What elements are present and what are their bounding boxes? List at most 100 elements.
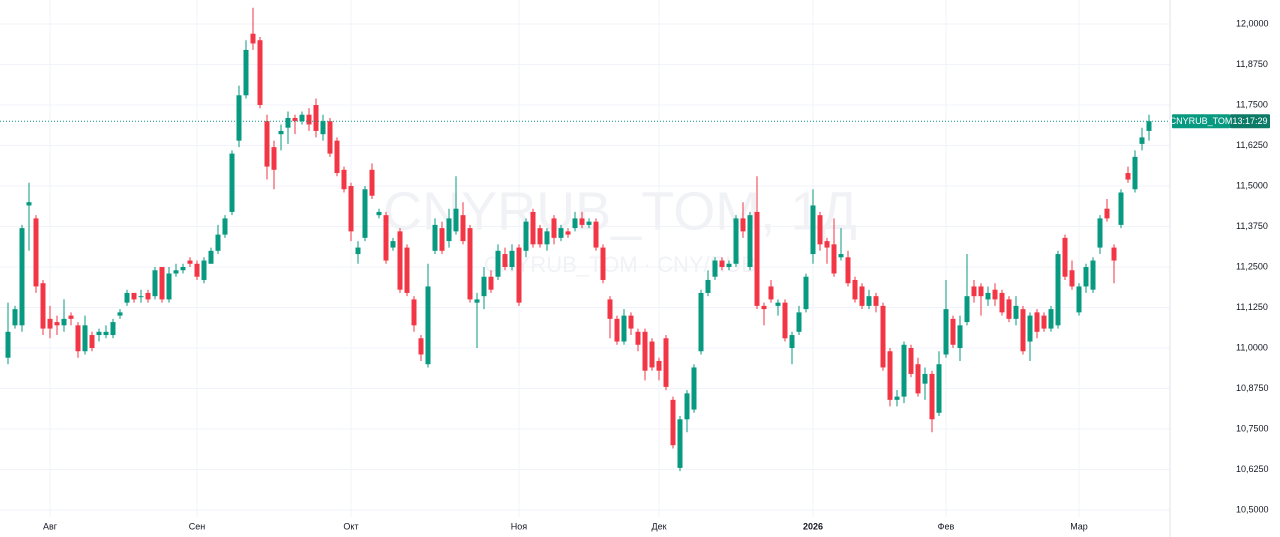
candle-body — [425, 286, 431, 365]
candle-body — [754, 211, 760, 306]
candle-body — [1139, 137, 1145, 144]
candle-body — [243, 49, 249, 96]
candle-body — [5, 331, 11, 358]
candle-body — [19, 228, 25, 326]
candle-body — [999, 292, 1005, 313]
candle-body — [96, 331, 102, 336]
candle-body — [600, 247, 606, 280]
y-tick-label: 12,0000 — [1236, 18, 1269, 28]
candle-body — [894, 396, 900, 400]
candle-body — [460, 215, 466, 242]
y-tick-label: 11,5000 — [1236, 180, 1268, 190]
candle-body — [215, 234, 221, 251]
candle-body — [782, 302, 788, 339]
candle-body — [789, 335, 795, 349]
candle-body — [1069, 270, 1075, 287]
candle-body — [12, 309, 18, 326]
candle-body — [796, 312, 802, 332]
candle-body — [978, 286, 984, 297]
candle-body — [341, 169, 347, 190]
candle-body — [446, 218, 452, 242]
candle-body — [985, 292, 991, 300]
candle-body — [411, 299, 417, 326]
candle-body — [698, 292, 704, 352]
candle-body — [334, 140, 340, 174]
candle-body — [558, 228, 564, 238]
x-tick-label: Мар — [1070, 521, 1088, 531]
candle-body — [712, 260, 718, 277]
candle-body — [656, 360, 662, 371]
candle-body — [89, 335, 95, 349]
candle-body — [586, 221, 592, 225]
candle-body — [306, 114, 312, 125]
candle-body — [327, 121, 333, 154]
candle-body — [397, 231, 403, 290]
candle-body — [1006, 299, 1012, 319]
candle-body — [537, 228, 543, 245]
candle-body — [26, 202, 32, 206]
candle-body — [278, 130, 284, 135]
candle-body — [47, 318, 53, 329]
candle-body — [1048, 309, 1054, 329]
candle-body — [1125, 173, 1131, 180]
candle-body — [124, 292, 130, 303]
candle-body — [593, 221, 599, 248]
candle-body — [1104, 208, 1110, 219]
candle-body — [929, 373, 935, 420]
y-tick-label: 11,6250 — [1236, 140, 1268, 150]
candle-body — [117, 312, 123, 316]
x-tick-label: Сен — [189, 521, 206, 531]
candle-body — [110, 322, 116, 336]
candle-body — [75, 325, 81, 352]
candle-body — [971, 286, 977, 297]
y-tick-label: 10,7500 — [1236, 423, 1269, 433]
candle-body — [726, 263, 732, 268]
watermark-subtitle: CNYRUB_TOM · CNY/RUB — [484, 252, 756, 277]
candle-body — [866, 296, 872, 306]
candle-body — [565, 231, 571, 235]
candle-body — [677, 419, 683, 468]
x-tick-label: 2026 — [803, 521, 823, 531]
candle-body — [1055, 254, 1061, 326]
candle-body — [649, 341, 655, 368]
candle-body — [383, 215, 389, 261]
candle-body — [432, 224, 438, 251]
candle-body — [761, 305, 767, 310]
candle-body — [474, 299, 480, 303]
candle-body — [481, 276, 487, 297]
last-price-name: CNYRUB_TOM — [1170, 116, 1233, 126]
candle-body — [1083, 267, 1089, 287]
candle-body — [1027, 315, 1033, 342]
y-tick-label: 11,1250 — [1236, 302, 1268, 312]
candle-body — [768, 286, 774, 300]
x-tick-label: Авг — [43, 521, 58, 531]
candle-body — [54, 322, 60, 326]
candle-body — [579, 218, 585, 225]
candle-body — [264, 121, 270, 167]
candle-body — [201, 260, 207, 280]
x-tick-label: Ноя — [511, 521, 528, 531]
candle-body — [663, 338, 669, 387]
candles — [5, 7, 1152, 472]
candle-body — [740, 218, 746, 232]
candle-body — [614, 318, 620, 342]
candle-body — [992, 289, 998, 300]
candle-body — [684, 393, 690, 420]
candle-body — [964, 296, 970, 323]
candle-body — [1076, 286, 1082, 313]
candle-body — [824, 241, 830, 248]
candle-body — [670, 399, 676, 446]
candle-body — [509, 250, 515, 268]
candle-body — [439, 228, 445, 251]
candle-body — [355, 247, 361, 255]
candle-body — [348, 186, 354, 232]
candle-body — [103, 331, 109, 336]
candle-body — [775, 302, 781, 306]
candle-body — [572, 218, 578, 229]
candle-body — [810, 205, 816, 255]
candle-body — [1041, 315, 1047, 329]
candle-body — [467, 228, 473, 300]
